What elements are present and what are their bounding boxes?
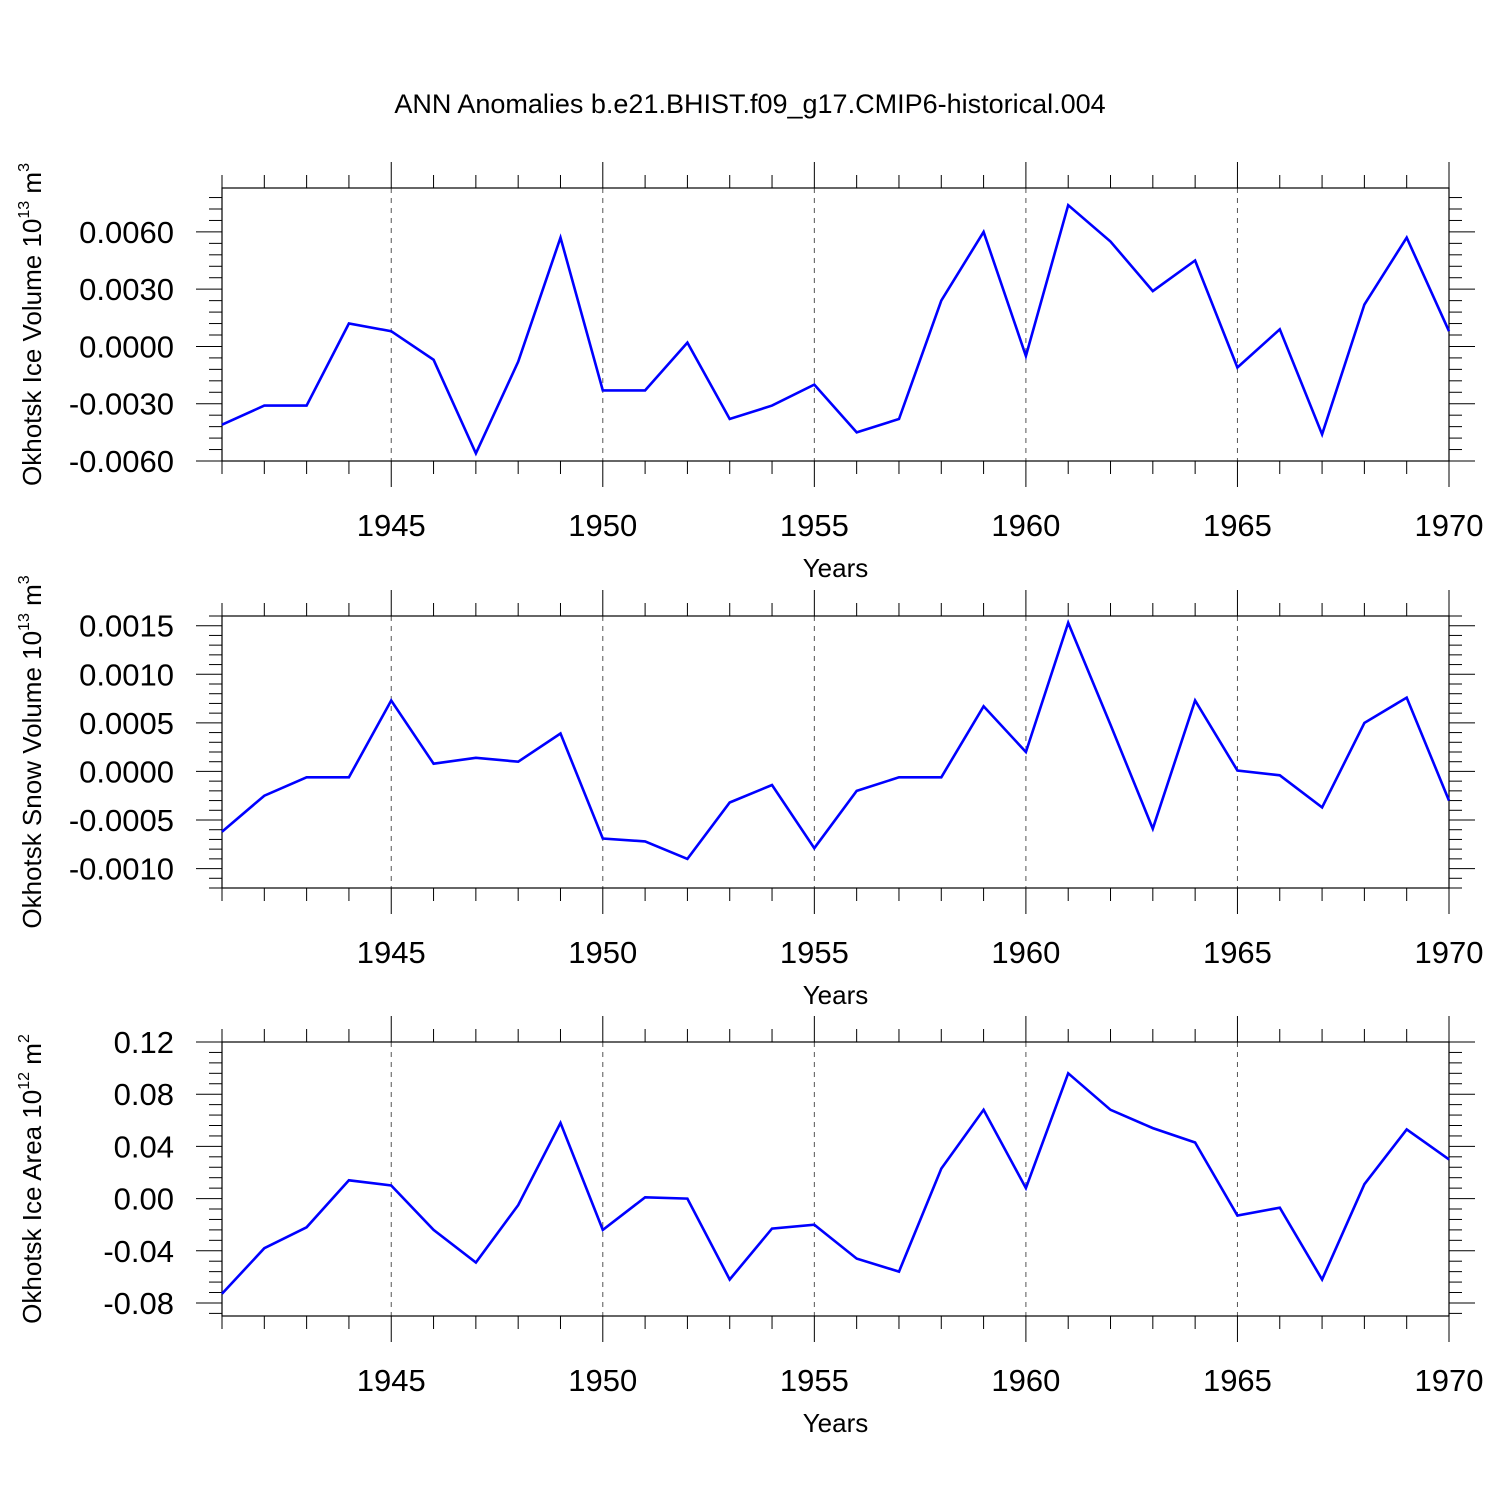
x-tick-label: 1955 <box>780 508 849 543</box>
plot-frame <box>221 615 1450 889</box>
x-tick-label: 1950 <box>568 508 637 543</box>
y-tick-label: -0.04 <box>103 1234 174 1269</box>
x-tick-label: 1950 <box>568 935 637 970</box>
x-axis-label: Years <box>803 1408 869 1438</box>
chart-title: ANN Anomalies b.e21.BHIST.f09_g17.CMIP6-… <box>394 89 1105 119</box>
y-tick-label: -0.0005 <box>69 803 174 838</box>
y-tick-label: 0.08 <box>114 1077 174 1112</box>
x-tick-label: 1960 <box>991 1363 1060 1398</box>
x-tick-label: 1950 <box>568 1363 637 1398</box>
y-tick-label: -0.0030 <box>69 387 174 422</box>
x-tick-label: 1955 <box>780 1363 849 1398</box>
y-axis-label: Okhotsk Snow Volume 1013 m3 <box>16 575 47 928</box>
plot-frame <box>221 1041 1450 1317</box>
x-tick-label: 1965 <box>1203 1363 1272 1398</box>
x-tick-label: 1970 <box>1415 935 1484 970</box>
x-tick-label: 1960 <box>991 508 1060 543</box>
y-tick-label: 0.00 <box>114 1182 174 1217</box>
x-tick-label: 1945 <box>357 935 426 970</box>
y-tick-label: 0.12 <box>114 1025 174 1060</box>
y-tick-label: 0.0030 <box>79 272 174 307</box>
chart-panel-3: 1945 1950 1955 1960 1965 1970 Years -0.08 -0.04 0… <box>16 1016 1483 1438</box>
x-tick-label: 1965 <box>1203 935 1272 970</box>
y-tick-label: -0.0060 <box>69 444 174 479</box>
y-tick-label: -0.0010 <box>69 852 174 887</box>
x-tick-label: 1970 <box>1415 1363 1484 1398</box>
x-axis-label: Years <box>803 553 869 583</box>
x-tick-label: 1965 <box>1203 508 1272 543</box>
series-line <box>221 202 1451 457</box>
chart-panel-2: 1945 1950 1955 1960 1965 1970 Years -0.0010 -0.0… <box>16 575 1483 1010</box>
x-tick-label: 1970 <box>1415 508 1484 543</box>
x-tick-label: 1955 <box>780 935 849 970</box>
y-tick-label: 0.0015 <box>79 609 174 644</box>
y-axis-label: Okhotsk Ice Volume 1013 m3 <box>16 163 47 486</box>
y-tick-label: -0.08 <box>103 1286 174 1321</box>
x-axis-label: Years <box>803 980 869 1010</box>
y-tick-label: 0.0060 <box>79 215 174 250</box>
chart-panel-1: 1945 1950 1955 1960 1965 1970 Years -0.0060 -0.0… <box>16 162 1483 583</box>
x-tick-label: 1945 <box>357 1363 426 1398</box>
y-tick-label: 0.0010 <box>79 657 174 692</box>
x-tick-label: 1945 <box>357 508 426 543</box>
y-tick-label: 0.0005 <box>79 706 174 741</box>
plot-frame <box>221 187 1450 462</box>
y-axis-label: Okhotsk Ice Area 1012 m2 <box>16 1034 47 1324</box>
y-tick-label: 0.0000 <box>79 754 174 789</box>
y-tick-label: 0.0000 <box>79 329 174 364</box>
y-tick-label: 0.04 <box>114 1129 174 1164</box>
x-tick-label: 1960 <box>991 935 1060 970</box>
series-line <box>221 1071 1450 1295</box>
series-line <box>221 619 1451 861</box>
